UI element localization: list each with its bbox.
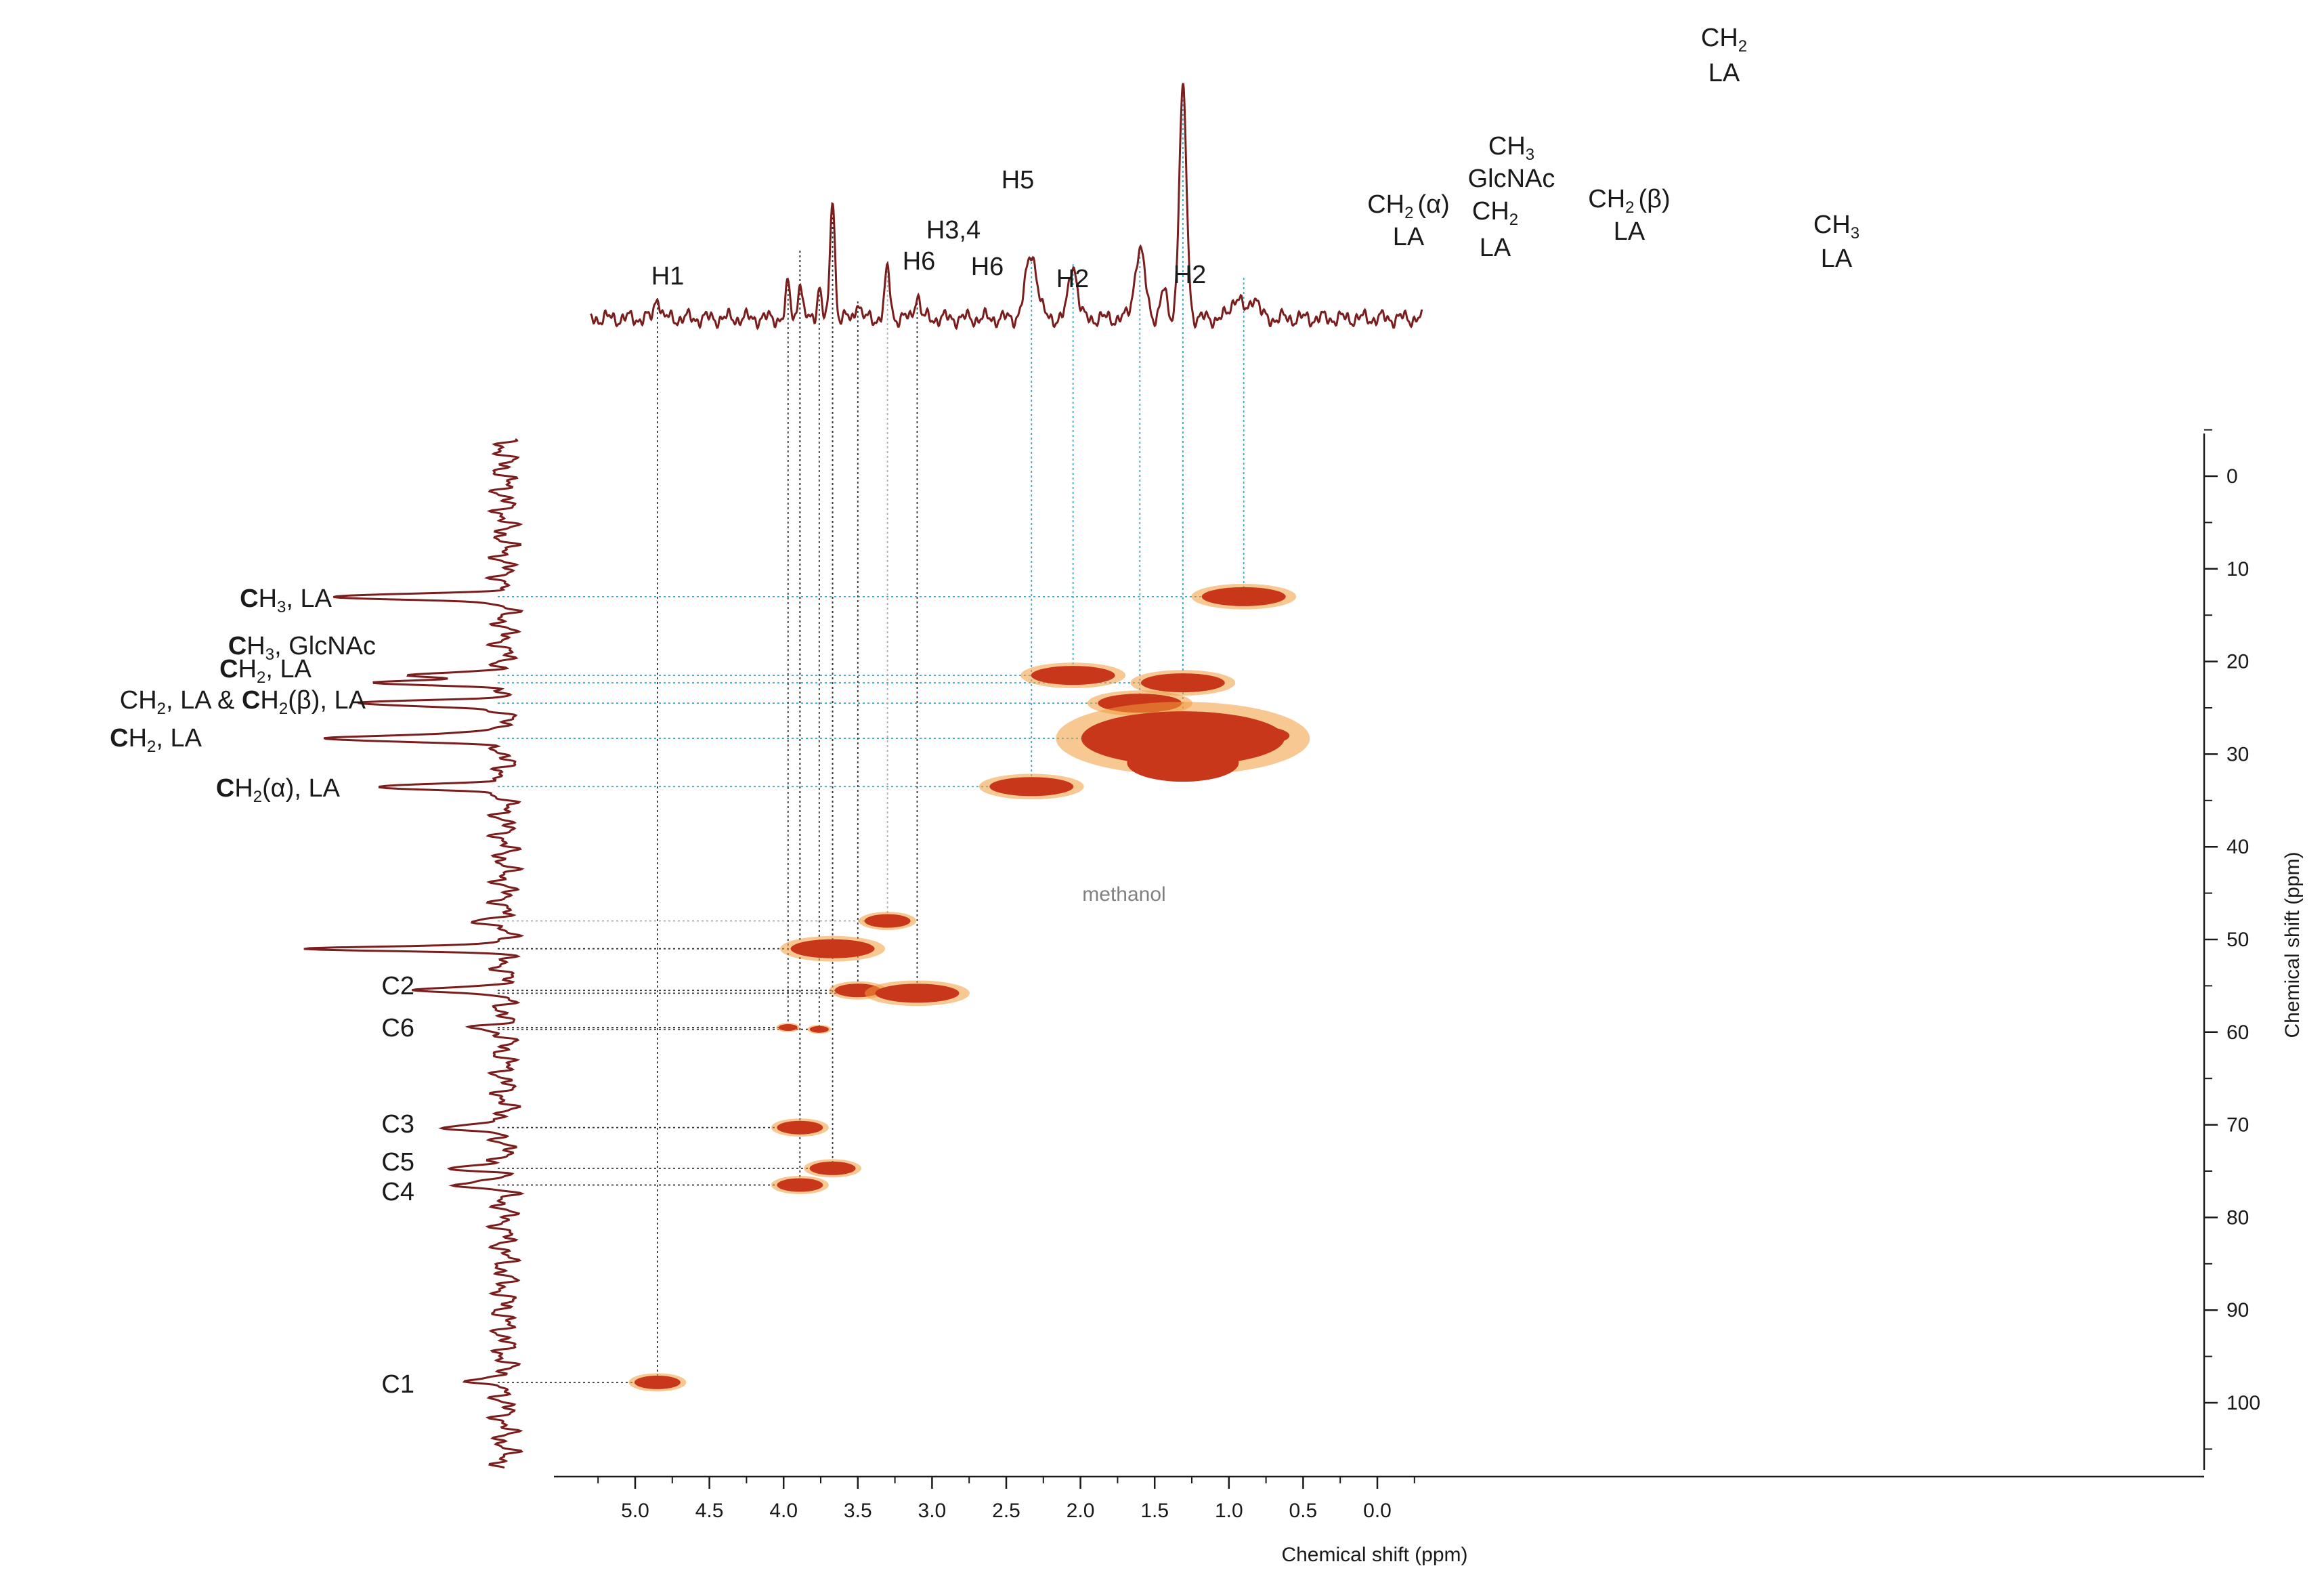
label-h1: H1 [651,262,685,291]
cross-peak [809,1025,829,1033]
cross-peak [864,914,911,928]
label-c5: C5 [381,1148,414,1177]
cross-peaks [628,583,1310,1392]
label-ch2-alpha-la: LA [1393,223,1425,251]
y-tick-label: 20 [2226,651,2249,673]
y-tick-label: 70 [2226,1114,2249,1137]
label-c6: C6 [381,1014,414,1042]
label-c1: C1 [381,1370,414,1399]
x-tick-label: 0.5 [1289,1500,1318,1522]
label-ch2-glcnac-la: LA [1480,234,1511,262]
x-axis: 5.0 4.5 4.0 3.5 3.0 2.5 2.0 1.5 1.0 0.5 0.0 Chemic… [554,1475,2204,1566]
label-ch3-la-top-la: LA [1821,245,1853,273]
x-tick-label: 5.0 [621,1500,649,1522]
label-ch2-beta: CH2 (β) [1588,185,1670,217]
label-ch2-glcnac: CH2 [1472,197,1518,229]
label-ch2-alpha-left: CH2(α), LA [216,774,341,806]
cross-peak [809,1161,856,1175]
x-tick-label: 1.0 [1215,1500,1243,1522]
cross-peak [777,1120,823,1135]
cross-peak-lobe [1198,725,1290,747]
label-ch2-alpha: CH2 (α) [1367,190,1450,222]
label-ch3-la-top: CH3 [1813,211,1859,242]
label-c2: C2 [381,972,414,1000]
y-axis: 0 10 20 30 40 50 60 70 80 90 100 Chemical shift (p… [2203,429,2304,1470]
carbon-spectrum-trace [303,438,525,1469]
label-h2-b: H2 [1174,261,1207,289]
y-tick-label: 100 [2226,1392,2260,1414]
proton-labels: H1 H6 H3,4 H6 H5 H2 H2 CH2 (α) LA CH3 Glc… [651,24,1859,293]
cross-peak [1201,587,1286,606]
label-ch2-la-beta-left: CH2, LA & CH2(β), LA [120,686,366,718]
y-tick-label: 50 [2226,929,2249,951]
label-ch2-la-left-2: CH2, LA [110,724,202,756]
y-tick-label: 30 [2226,743,2249,765]
y-tick-label: 40 [2226,836,2249,858]
y-tick-label: 80 [2226,1206,2249,1229]
cross-peak [634,1375,681,1389]
label-ch2-top-la: LA [1708,59,1740,87]
label-h6-b: H6 [971,253,1004,281]
cross-peak [1140,673,1225,693]
label-ch2-la-left-1: CH2, LA [219,655,312,687]
cross-peak [875,983,960,1003]
y-tick-label: 60 [2226,1021,2249,1044]
x-tick-label: 2.5 [992,1500,1020,1522]
y-tick-label: 0 [2226,465,2238,488]
label-h3-4: H3,4 [926,216,981,245]
x-tick-label: 4.0 [769,1500,798,1522]
label-h6-a: H6 [903,247,936,276]
x-tick-label: 2.0 [1067,1500,1095,1522]
x-axis-title: Chemical shift (ppm) [1281,1544,1467,1566]
x-tick-label: 3.5 [844,1500,872,1522]
proton-spectrum-trace [590,83,1423,331]
y-tick-label: 90 [2226,1299,2249,1321]
label-ch3-glcnac-left: CH3, GlcNAc [228,632,376,664]
label-ch3-glcnac: CH3 [1488,132,1534,164]
x-tick-label: 1.5 [1140,1500,1169,1522]
methanol-annotation: methanol [1082,883,1165,906]
cross-peak [778,1023,798,1031]
cross-peak [989,777,1074,797]
label-ch3-la-left: CH3, LA [240,585,332,616]
y-tick-label: 10 [2226,558,2249,580]
label-ch2-beta-la: LA [1614,217,1645,246]
x-tick-label: 4.5 [695,1500,724,1522]
label-ch3-glcnac-name: GlcNAc [1468,165,1555,193]
label-h5: H5 [1002,166,1035,194]
carbon-labels: CH3, LA CH3, GlcNAc CH2, LA CH2, LA & CH… [110,585,414,1399]
x-tick-label: 3.0 [918,1500,947,1522]
cross-peak-lobe [1127,744,1239,782]
label-h2-a: H2 [1056,265,1090,293]
cross-peak [790,939,875,958]
cross-peak [1081,711,1285,766]
y-axis-title: Chemical shift (ppm) [2281,851,2304,1038]
cross-peak [1031,666,1115,685]
label-ch2-top: CH2 [1701,24,1747,56]
x-tick-label: 0.0 [1363,1500,1392,1522]
label-c4: C4 [381,1178,414,1206]
label-c3: C3 [381,1110,414,1139]
cross-peak [777,1178,823,1192]
